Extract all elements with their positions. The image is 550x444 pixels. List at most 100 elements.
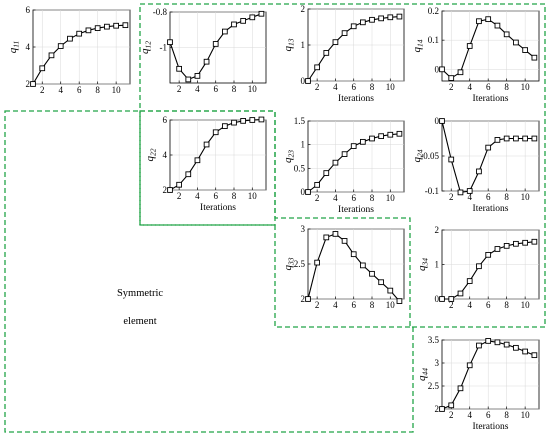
y-axis-label-symbol: q <box>416 375 428 381</box>
x-tick-label: 2 <box>449 300 454 310</box>
data-point <box>503 135 510 142</box>
x-tick-label: 10 <box>248 191 258 201</box>
subplot-q33: 2 4 6 8 10 2 2.5 3 q33 <box>282 224 405 310</box>
y-tick-label: 4 <box>26 42 31 52</box>
data-point <box>531 54 538 61</box>
data-point <box>122 22 129 29</box>
y-axis-label-subscript: 11 <box>12 41 21 48</box>
x-tick-label: 4 <box>333 300 338 310</box>
x-tick-label: 6 <box>351 300 356 310</box>
data-point <box>522 135 528 142</box>
y-axis-label-subscript: 23 <box>287 150 296 158</box>
data-point <box>476 18 482 25</box>
x-axis-label: Iterations <box>473 422 509 432</box>
data-point <box>378 15 384 22</box>
y-tick-label: 2.5 <box>428 381 440 391</box>
y-tick-label: 0 <box>435 116 440 126</box>
y-axis-label: q34 <box>416 258 430 271</box>
x-tick-label: 2 <box>449 192 454 202</box>
x-tick-label: 6 <box>351 193 356 203</box>
y-tick-label: 2 <box>163 185 168 195</box>
y-tick-label: -1 <box>160 43 168 53</box>
data-point <box>466 278 473 284</box>
x-tick-label: 6 <box>486 82 491 92</box>
data-point <box>85 27 92 34</box>
data-point <box>387 14 394 21</box>
x-tick-label: 2 <box>449 410 454 420</box>
data-point <box>194 157 201 164</box>
data-point <box>476 342 482 349</box>
y-tick-label: 0 <box>435 294 440 304</box>
x-tick-label: 6 <box>213 191 218 201</box>
data-point <box>185 171 192 178</box>
x-tick-label: 2 <box>315 193 320 203</box>
data-point <box>439 406 445 412</box>
data-point <box>531 238 538 245</box>
x-tick-label: 8 <box>95 85 100 95</box>
data-point <box>176 181 182 188</box>
y-axis-label-symbol: q <box>411 157 423 163</box>
y-axis-label: q24 <box>411 149 425 162</box>
x-tick-label: 2 <box>177 84 182 94</box>
data-point <box>323 50 330 56</box>
x-tick-label: 6 <box>486 410 491 420</box>
region-outlines <box>4 3 546 433</box>
data-point <box>485 338 492 344</box>
y-tick-label: 6 <box>163 115 168 125</box>
y-tick-label: -0.8 <box>153 7 168 17</box>
data-point <box>531 352 538 359</box>
y-axis-label-subscript: 34 <box>421 258 430 267</box>
data-point <box>332 159 339 166</box>
y-tick-label: 0 <box>301 76 306 86</box>
subplot-q22: 2 4 6 8 10 2 4 6 q22 Iterations <box>144 115 267 213</box>
data-point <box>485 16 492 23</box>
y-axis-label: q11 <box>7 41 21 53</box>
data-point <box>439 66 445 73</box>
x-tick-label: 6 <box>486 192 491 202</box>
data-point <box>448 75 455 81</box>
y-tick-label: -0.1 <box>425 186 439 196</box>
data-point <box>94 25 101 31</box>
data-point <box>387 287 394 294</box>
x-tick-label: 4 <box>467 300 472 310</box>
subplot-q11: 2 4 6 8 10 2 4 6 q11 <box>7 5 131 95</box>
subplot-q12: 2 4 6 8 10 -1 -0.8 q12 <box>139 7 267 94</box>
x-tick-label: 6 <box>77 85 82 95</box>
data-point <box>67 35 73 42</box>
x-axis-label: Iterations <box>338 205 374 215</box>
y-axis-label: q44 <box>416 368 430 381</box>
data-point <box>212 129 219 136</box>
data-point <box>314 182 320 188</box>
y-tick-label: 2 <box>435 404 440 414</box>
x-axis-label: Iterations <box>473 94 509 104</box>
x-tick-label: 4 <box>333 193 338 203</box>
subplot-q14: 2 4 6 8 10 0 0.1 0.2 q14 Iterations <box>411 6 540 104</box>
data-point <box>448 296 455 302</box>
y-axis-label: q14 <box>411 39 425 52</box>
data-point <box>185 76 192 83</box>
data-point <box>503 341 510 348</box>
data-point <box>332 39 339 45</box>
data-point <box>457 385 464 392</box>
x-tick-label: 4 <box>467 82 472 92</box>
data-point <box>448 402 455 409</box>
data-point <box>76 30 83 37</box>
data-point <box>212 41 219 47</box>
data-point <box>305 189 311 195</box>
data-point <box>396 13 403 20</box>
data-point <box>203 141 210 148</box>
data-point <box>222 28 228 35</box>
data-point <box>513 39 519 46</box>
y-tick-label: 1.5 <box>294 116 306 126</box>
data-point <box>113 22 119 29</box>
y-tick-label: 3 <box>435 358 440 368</box>
y-axis-label-symbol: q <box>282 157 294 163</box>
x-axis-label: Iterations <box>338 94 374 104</box>
data-point <box>360 262 366 269</box>
y-tick-label: 1 <box>301 140 306 150</box>
y-axis-label: q33 <box>282 257 296 270</box>
x-tick-label: 8 <box>504 410 509 420</box>
subplot-q34: 2 4 6 8 10 0 1 2 q34 <box>416 225 540 310</box>
